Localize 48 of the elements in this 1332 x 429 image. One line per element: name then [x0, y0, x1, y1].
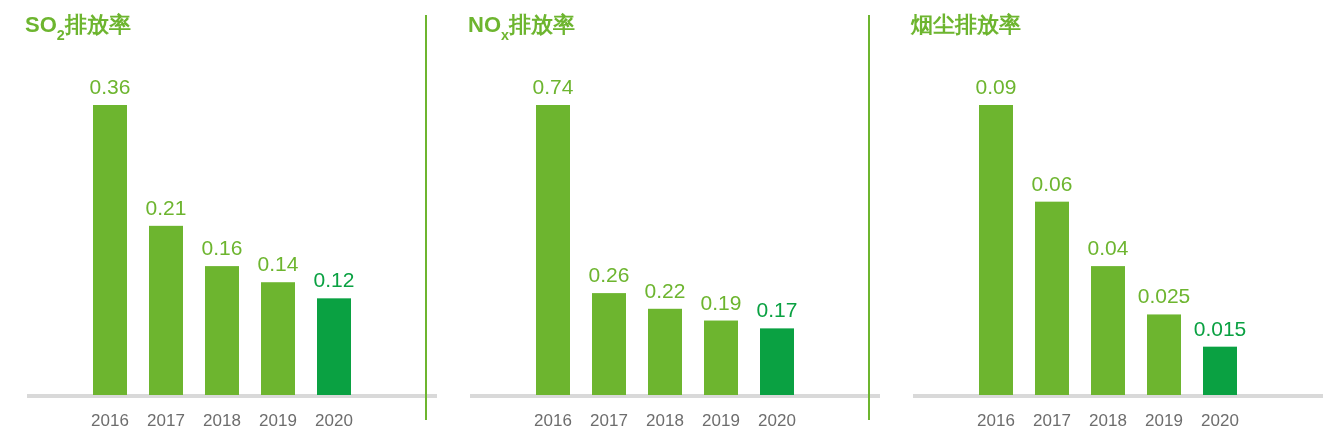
bar	[704, 320, 738, 395]
x-tick-label: 2016	[91, 411, 129, 429]
data-label: 0.015	[1193, 316, 1247, 340]
bar	[536, 105, 570, 395]
bar	[1203, 346, 1237, 395]
bar	[317, 298, 351, 395]
x-tick-label: 2018	[646, 411, 684, 429]
data-label: 0.09	[975, 75, 1017, 98]
data-label: 0.22	[644, 278, 686, 302]
x-tick-label: 2017	[147, 411, 185, 429]
x-tick-label: 2018	[203, 411, 241, 429]
x-tick-label: 2020	[758, 411, 796, 429]
x-tick-label: 2020	[1201, 411, 1239, 429]
x-tick-label: 2016	[534, 411, 572, 429]
chart-title: SO$_{2}$排放率	[25, 12, 131, 43]
bar	[149, 225, 183, 395]
x-tick-label: 2016	[977, 411, 1015, 429]
chart-title: 烟尘排放率	[910, 12, 1021, 37]
data-label: 0.36	[89, 75, 131, 98]
data-label: 0.74	[532, 75, 574, 98]
data-label: 0.19	[700, 290, 742, 314]
x-tick-label: 2019	[702, 411, 740, 429]
data-label: 0.16	[201, 236, 243, 260]
bar	[261, 282, 295, 395]
bar	[760, 328, 794, 395]
bar	[93, 105, 127, 395]
bar	[592, 293, 626, 395]
data-label: 0.21	[145, 195, 187, 219]
data-label: 0.025	[1137, 284, 1191, 308]
data-label: 0.17	[756, 298, 798, 322]
bar	[1147, 314, 1181, 395]
x-tick-label: 2017	[1033, 411, 1071, 429]
x-tick-label: 2019	[1145, 411, 1183, 429]
bar	[205, 266, 239, 395]
data-label: 0.26	[588, 263, 630, 287]
x-tick-label: 2020	[315, 411, 353, 429]
data-label: 0.12	[313, 268, 355, 292]
data-label: 0.04	[1087, 236, 1129, 260]
bar	[648, 308, 682, 395]
data-label: 0.06	[1031, 171, 1073, 195]
bar	[979, 105, 1013, 395]
bar	[1035, 201, 1069, 395]
data-label: 0.14	[257, 252, 299, 276]
x-tick-label: 2017	[590, 411, 628, 429]
x-tick-label: 2019	[259, 411, 297, 429]
x-tick-label: 2018	[1089, 411, 1127, 429]
chart-title: NO$_{x}$排放率	[468, 12, 575, 43]
bar	[1091, 266, 1125, 395]
